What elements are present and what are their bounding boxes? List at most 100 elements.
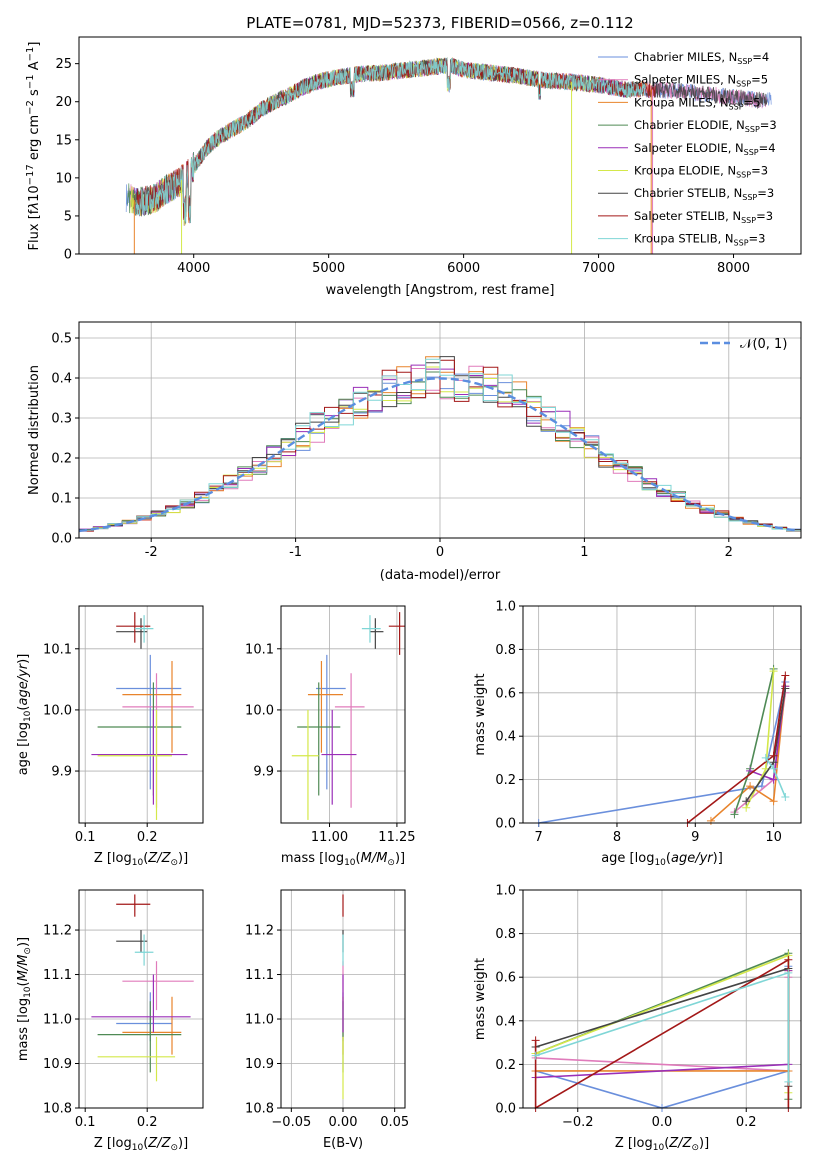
x-tick-label: 0.05 <box>380 1115 409 1130</box>
y-tick-label: 10.9 <box>245 1057 274 1072</box>
y-tick-label: 0.2 <box>495 773 516 788</box>
metallicity-weight-panel: −0.2 0.0 0.2 0.0 0.2 0.4 0.6 0.8 1.0 Z [log10(Z/Z… <box>473 884 802 1153</box>
data-layer <box>291 612 405 820</box>
axes-frame <box>280 889 406 1109</box>
legend-label: Chabrier STELIB, NSSP=3 <box>634 186 774 202</box>
series-marker <box>761 753 770 762</box>
y-tick-label: 0.3 <box>51 412 72 427</box>
series-marker <box>746 782 755 791</box>
series-marker <box>742 797 751 806</box>
y-tick-label: 0.5 <box>51 332 72 347</box>
axes-frame <box>280 605 406 824</box>
y-tick-label: 11.0 <box>43 1013 72 1028</box>
axes-frame <box>78 36 802 255</box>
series-line <box>710 686 787 822</box>
x-tick-label: 0.0 <box>652 1115 673 1130</box>
series-marker <box>784 955 793 964</box>
panel-xlabel: age [log10(age/yr)] <box>601 851 723 868</box>
data-layer <box>531 949 793 1112</box>
y-tick-label: 10 <box>55 171 72 186</box>
x-tick-label: 0.1 <box>75 830 96 845</box>
x-tick-label: 5000 <box>312 261 345 276</box>
x-tick-label: 0.00 <box>329 1115 358 1130</box>
y-tick-label: 11.2 <box>43 924 72 939</box>
y-tick-label: 1.0 <box>495 884 516 899</box>
spectrum-panel: 4000 5000 6000 7000 8000 0 5 10 15 20 25 PLATE=0781… <box>25 14 802 298</box>
y-tick-label: 0.0 <box>495 817 516 832</box>
series-marker <box>781 671 790 680</box>
legend-label: Salpeter MILES, NSSP=5 <box>634 73 768 89</box>
ticks: 11.00 11.25 9.9 10.0 10.1 <box>245 642 415 845</box>
y-tick-label: 9.9 <box>253 765 274 780</box>
y-tick-label: 1.0 <box>495 600 516 615</box>
plot-area <box>79 890 203 1108</box>
y-tick-label: 0.1 <box>51 492 72 507</box>
data-layer <box>78 356 801 533</box>
data-layer <box>534 664 790 827</box>
series-marker <box>769 764 778 773</box>
metallicity-mass-panel: 0.1 0.2 10.8 10.9 11.0 11.1 11.2 Z [log10(Z/Z⊙)… <box>16 889 204 1153</box>
data-layer <box>91 612 194 820</box>
axes-frame <box>78 889 204 1109</box>
series-marker <box>531 1051 540 1060</box>
ticks: 0.1 0.2 10.8 10.9 11.0 11.1 11.2 <box>43 924 157 1130</box>
x-tick-label: -1 <box>289 545 302 560</box>
panel-ylabel: mass [log10(M/M⊙)] <box>16 937 33 1061</box>
y-tick-label: 0 <box>64 248 72 263</box>
panel-ylabel: mass weight <box>473 673 488 755</box>
axes-frame <box>78 321 802 539</box>
series-marker <box>769 667 778 676</box>
ticks: −0.05 0.00 0.05 10.8 10.9 11.0 11.1 11.2 <box>245 924 409 1130</box>
ticks: 7 8 9 10 0.0 0.2 0.4 0.6 0.8 1.0 <box>495 600 782 846</box>
x-tick-label: 10 <box>765 830 782 845</box>
series-marker <box>784 1077 793 1086</box>
y-tick-label: 10.9 <box>43 1057 72 1072</box>
panel-ylabel: mass weight <box>473 958 488 1040</box>
y-tick-label: 0.2 <box>495 1058 516 1073</box>
series-marker <box>769 775 778 784</box>
y-tick-label: 0.0 <box>495 1102 516 1117</box>
extinction-mass-panel: −0.05 0.00 0.05 10.8 10.9 11.0 11.1 11.2 E(B-V) <box>245 889 409 1151</box>
mass-age-panel: 11.00 11.25 9.9 10.0 10.1 mass [log10(M/M⊙)] <box>245 605 416 868</box>
ticks: −0.2 0.0 0.2 0.0 0.2 0.4 0.6 0.8 1.0 <box>495 884 756 1131</box>
y-tick-label: 0.2 <box>51 452 72 467</box>
y-tick-label: 10.8 <box>43 1102 72 1117</box>
x-tick-label: 8000 <box>717 261 750 276</box>
y-tick-label: 0.8 <box>495 927 516 942</box>
y-tick-label: 10.0 <box>43 703 72 718</box>
x-tick-label: 1 <box>580 545 588 560</box>
ticks: 0.1 0.2 9.9 10.0 10.1 <box>43 642 157 845</box>
y-tick-label: 20 <box>55 95 72 110</box>
legend-label: Kroupa ELODIE, NSSP=3 <box>634 164 768 180</box>
x-tick-label: 8 <box>613 830 621 845</box>
plot-area <box>79 37 801 254</box>
ticks: -2 -1 0 1 2 0.0 0.1 0.2 0.3 0.4 0.5 <box>51 332 733 561</box>
y-tick-label: 11.1 <box>245 968 274 983</box>
y-tick-label: 15 <box>55 133 72 148</box>
x-tick-label: 6000 <box>447 261 480 276</box>
y-tick-label: 0.6 <box>495 686 516 701</box>
panel-xlabel: Z [log10(Z/Z⊙)] <box>615 1136 709 1153</box>
histogram-step <box>79 359 801 532</box>
x-tick-label: 0.2 <box>736 1115 757 1130</box>
x-tick-label: 0.1 <box>75 1115 96 1130</box>
spectrum-ylabel: Flux [fλ10−17 erg cm−2 s−1 A−1] <box>25 42 42 251</box>
panel-ylabel: age [log10(age/yr)] <box>16 654 33 776</box>
y-tick-label: 0.4 <box>51 372 72 387</box>
x-tick-label: -2 <box>145 545 158 560</box>
x-tick-label: 0 <box>436 545 444 560</box>
panel-xlabel: Z [log10(Z/Z⊙)] <box>94 851 188 868</box>
age-weight-panel: 7 8 9 10 0.0 0.2 0.4 0.6 0.8 1.0 age [log10(age/yr… <box>473 600 802 868</box>
panel-xlabel: E(B-V) <box>323 1136 363 1151</box>
legend-label: Salpeter STELIB, NSSP=3 <box>634 209 773 225</box>
x-tick-label: −0.2 <box>562 1115 594 1130</box>
y-tick-label: 10.8 <box>245 1102 274 1117</box>
data-layer <box>125 57 772 254</box>
y-tick-label: 0.8 <box>495 643 516 658</box>
legend-label: Chabrier ELODIE, NSSP=3 <box>634 118 777 134</box>
axes-frame <box>522 605 802 824</box>
series-marker <box>784 968 793 977</box>
x-tick-label: 2 <box>725 545 733 560</box>
x-tick-label: −0.05 <box>271 1115 311 1130</box>
